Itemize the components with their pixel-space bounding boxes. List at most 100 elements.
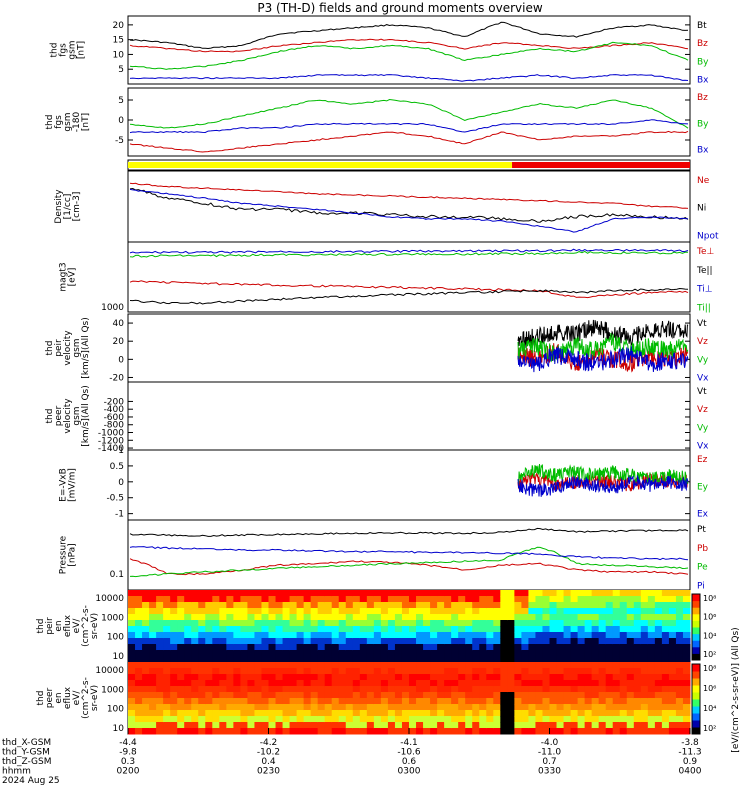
- spec-cell-10: [486, 680, 494, 687]
- spec-cell-10: [170, 662, 178, 669]
- spec-cell-10: [430, 722, 438, 729]
- spec-cell-10: [598, 722, 607, 729]
- legend-3-2: Npot: [697, 231, 719, 241]
- spec-cell-10: [177, 698, 185, 705]
- spec-cell-9: [479, 632, 487, 639]
- spec-cell-9: [535, 614, 543, 621]
- spec-cell-9: [226, 590, 234, 597]
- spec-cell-10: [584, 728, 593, 735]
- spec-cell-10: [240, 698, 248, 705]
- spec-cell-9: [437, 590, 445, 597]
- spec-cell-10: [317, 674, 326, 681]
- spec-cell-10: [647, 674, 656, 681]
- spec-cell-10: [261, 680, 269, 687]
- spec-cell-10: [626, 668, 635, 675]
- spec-cell-9: [682, 590, 691, 597]
- ylabel-6-4: [km/s](All Qs): [81, 385, 91, 447]
- spec-cell-9: [205, 650, 213, 657]
- spec-cell-10: [380, 704, 389, 711]
- spec-cell-9: [647, 590, 656, 597]
- spec-cell-9: [486, 644, 494, 651]
- spec-cell-9: [212, 608, 220, 615]
- spec-cell-9: [528, 638, 536, 645]
- spec-cell-9: [261, 632, 269, 639]
- spec-cell-9: [500, 596, 508, 603]
- spec-cell-10: [219, 680, 227, 687]
- spec-cell-9: [261, 590, 269, 597]
- spec-cell-10: [198, 716, 206, 723]
- spec-cell-9: [135, 650, 143, 657]
- spec-cell-10: [142, 728, 150, 735]
- spec-cell-9: [619, 650, 628, 657]
- spec-cell-10: [535, 716, 543, 723]
- spec-cell-9: [394, 608, 403, 615]
- ytick-label-10-1: 100: [107, 705, 124, 715]
- spec-cell-9: [430, 644, 438, 651]
- spec-cell-9: [570, 596, 579, 603]
- spec-cell-10: [338, 668, 347, 675]
- spec-cell-9: [507, 614, 515, 621]
- spec-cell-9: [331, 596, 340, 603]
- spec-cell-10: [240, 662, 248, 669]
- spec-cell-10: [479, 728, 487, 735]
- spec-cell-9: [577, 596, 586, 603]
- spec-cell-9: [163, 596, 171, 603]
- spec-cell-10: [191, 680, 199, 687]
- spec-cell-10: [437, 698, 445, 705]
- spec-cell-10: [394, 722, 403, 729]
- spec-cell-10: [570, 710, 579, 717]
- spec-cell-9: [394, 638, 403, 645]
- spec-cell-10: [486, 674, 494, 681]
- spec-cell-9: [465, 656, 473, 663]
- spec-cell-9: [612, 614, 621, 621]
- spec-cell-10: [261, 722, 269, 729]
- spec-cell-10: [380, 674, 389, 681]
- spec-cell-9: [401, 602, 410, 609]
- spec-cell-9: [444, 632, 452, 639]
- spec-cell-9: [542, 614, 550, 621]
- spec-cell-10: [177, 668, 185, 675]
- spec-cell-9: [633, 626, 642, 633]
- ylabel-10-3: eflux: [63, 686, 73, 709]
- spec-cell-9: [177, 590, 185, 597]
- spec-cell-9: [198, 614, 206, 621]
- colorbar-seg-0: [692, 594, 700, 602]
- spec-cell-9: [352, 626, 361, 633]
- ylabel-1-0: thd: [45, 115, 55, 130]
- spec-cell-10: [324, 716, 333, 723]
- spec-cell-9: [668, 614, 677, 621]
- spec-cell-10: [373, 698, 382, 705]
- spec-cell-9: [640, 644, 649, 651]
- spec-cell-9: [430, 596, 438, 603]
- spec-cell-10: [331, 710, 340, 717]
- spec-cell-9: [268, 644, 277, 651]
- spec-cell-9: [275, 596, 284, 603]
- ylabel-10-1: peer: [45, 687, 55, 708]
- spec-cell-10: [317, 710, 326, 717]
- spec-cell-10: [268, 710, 277, 717]
- spec-cell-10: [352, 692, 361, 699]
- mode-bar-1: [512, 162, 690, 168]
- spec-cell-9: [198, 602, 206, 609]
- spec-cell-10: [612, 710, 621, 717]
- spec-cell-9: [430, 638, 438, 645]
- spec-cell-9: [472, 644, 480, 651]
- spec-cell-9: [528, 656, 536, 663]
- spec-cell-10: [205, 710, 213, 717]
- legend-4-2: Ti⊥: [696, 285, 713, 295]
- spec-cell-9: [451, 656, 459, 663]
- spec-cell-9: [156, 608, 164, 615]
- spec-cell-10: [149, 680, 157, 687]
- colorbar-label: [eV/(cm^2-s-sr-eV)] (All Qs): [731, 627, 741, 752]
- spec-cell-9: [324, 638, 333, 645]
- spec-cell-10: [226, 716, 234, 723]
- spec-cell-10: [640, 686, 649, 693]
- spec-cell-10: [324, 686, 333, 693]
- spec-cell-9: [170, 656, 178, 663]
- spec-cell-10: [458, 716, 466, 723]
- spec-cell-10: [444, 680, 452, 687]
- spec-cell-9: [170, 626, 178, 633]
- spec-cell-9: [661, 644, 670, 651]
- spec-cell-9: [682, 626, 691, 633]
- spec-cell-10: [479, 674, 487, 681]
